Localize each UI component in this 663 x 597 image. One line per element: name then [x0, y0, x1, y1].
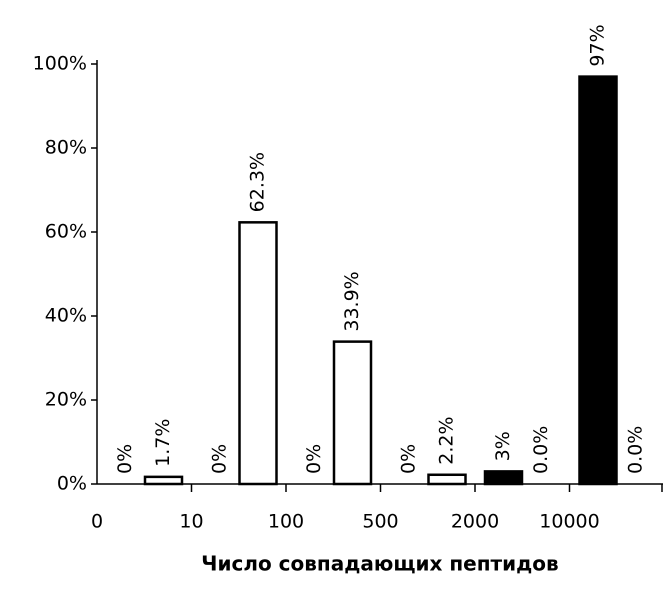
bar: [578, 75, 618, 486]
value-label: 0%: [209, 444, 231, 474]
value-label: 1.7%: [152, 419, 174, 467]
value-label: 0%: [114, 444, 136, 474]
value-label: 0%: [303, 444, 325, 474]
value-label: 0.0%: [530, 426, 552, 474]
y-tick-label: 20%: [45, 389, 87, 411]
y-tick-label: 0%: [57, 473, 87, 495]
x-tick-label: 10: [179, 511, 203, 533]
value-label: 0%: [398, 444, 420, 474]
bar: [143, 475, 184, 486]
value-label: 62.3%: [247, 152, 269, 212]
y-tick-label: 80%: [45, 137, 87, 159]
y-tick-label: 100%: [33, 53, 87, 75]
bar: [238, 221, 278, 486]
x-tick-label: 100: [268, 511, 304, 533]
bar: [332, 340, 373, 486]
value-label: 3%: [492, 431, 514, 461]
value-label: 97%: [587, 24, 609, 66]
value-label: 2.2%: [436, 416, 458, 464]
x-tick-label: 0: [91, 511, 103, 533]
value-label: 0.0%: [625, 426, 647, 474]
bar: [427, 473, 467, 486]
x-axis-title: Число совпадающих пептидов: [201, 552, 558, 576]
value-label: 33.9%: [341, 271, 363, 331]
x-tick-label: 500: [362, 511, 398, 533]
y-tick-label: 60%: [45, 221, 87, 243]
bar: [483, 470, 524, 486]
x-tick-label: 10000: [539, 511, 599, 533]
y-tick-label: 40%: [45, 305, 87, 327]
x-tick-label: 2000: [451, 511, 499, 533]
